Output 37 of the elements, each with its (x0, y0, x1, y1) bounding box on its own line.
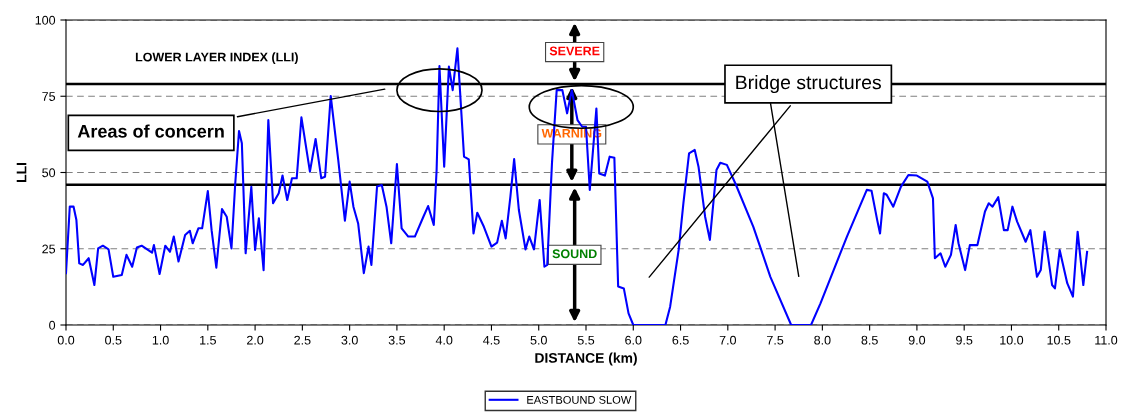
x-tick-label: 7.5 (767, 335, 784, 345)
x-tick-label: 5.0 (530, 335, 547, 345)
y-axis-title: LLI (16, 163, 27, 182)
x-tick-label: 6.0 (625, 335, 642, 345)
x-tick-label: 0.0 (57, 335, 75, 345)
x-tick-label: 2.5 (294, 335, 311, 345)
x-tick-label: 0.5 (105, 335, 122, 345)
y-tick-label: 100 (35, 15, 56, 25)
annotation: Areas of concern (77, 124, 224, 138)
x-tick-label: 1.0 (152, 335, 169, 345)
x-tick-label: 2.0 (247, 335, 264, 345)
x-tick-label: 7.0 (719, 335, 737, 345)
x-tick-label: 6.5 (672, 335, 689, 345)
legend-label: EASTBOUND SLOW (527, 395, 632, 404)
x-tick-label: 3.0 (341, 335, 358, 345)
x-tick-label: 5.5 (577, 335, 595, 345)
y-tick-label: 0 (49, 320, 56, 330)
y-tick-label: 25 (42, 244, 56, 254)
annotation: SOUND (552, 249, 597, 259)
annotation: Bridge structures (736, 74, 881, 94)
x-tick-label: 4.0 (435, 335, 453, 345)
x-axis-title: DISTANCE (km) (535, 352, 637, 366)
x-tick-label: 8.0 (814, 335, 831, 345)
x-tick-label: 10.5 (1047, 335, 1071, 345)
y-tick-label: 75 (42, 92, 56, 101)
x-tick-label: 9.5 (956, 335, 973, 345)
x-tick-label: 1.5 (200, 335, 216, 345)
annotation: SEVERE (549, 46, 600, 56)
line-series (66, 47, 1089, 325)
x-tick-label: 8.5 (861, 335, 878, 345)
y-tick-label: 50 (42, 168, 56, 178)
x-tick-label: 4.5 (483, 335, 500, 345)
x-tick-label: 9.0 (908, 335, 926, 345)
x-tick-label: 11.0 (1095, 335, 1118, 345)
x-tick-label: 3.5 (388, 335, 406, 345)
x-tick-label: 10.0 (1000, 335, 1024, 345)
annotation: LOWER LAYER INDEX (LLI) (135, 52, 298, 64)
